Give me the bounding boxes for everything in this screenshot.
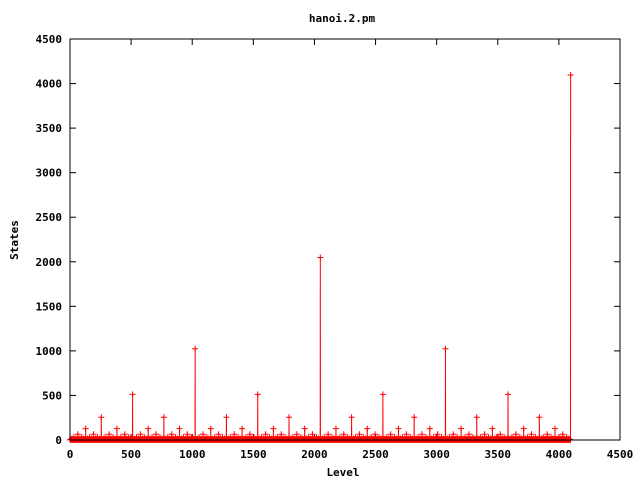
- y-tick-label: 500: [42, 389, 62, 402]
- x-axis-label: Level: [326, 466, 359, 479]
- y-tick-label: 1000: [36, 345, 63, 358]
- x-tick-label: 1000: [179, 448, 206, 461]
- x-tick-label: 500: [121, 448, 141, 461]
- x-tick-label: 2500: [362, 448, 389, 461]
- y-tick-label: 3500: [36, 122, 63, 135]
- x-tick-label: 4000: [546, 448, 573, 461]
- chart-title: hanoi.2.pm: [309, 12, 376, 25]
- x-tick-label: 3500: [485, 448, 512, 461]
- y-tick-label: 4500: [36, 33, 63, 46]
- x-tick-label: 3000: [423, 448, 450, 461]
- x-tick-label: 2000: [301, 448, 328, 461]
- x-tick-label: 0: [67, 448, 74, 461]
- y-tick-label: 2500: [36, 211, 63, 224]
- y-tick-label: 2000: [36, 256, 63, 269]
- y-tick-label: 3000: [36, 167, 63, 180]
- y-tick-label: 4000: [36, 78, 63, 91]
- y-axis-ticks: 0 500 1000 1500 2000 2500 3000 3500 4000 4500: [36, 33, 620, 447]
- x-tick-label: 1500: [240, 448, 267, 461]
- y-tick-label: 0: [55, 434, 62, 447]
- plot-area-frame: [69, 38, 621, 441]
- y-tick-label: 1500: [36, 300, 63, 313]
- y-axis-label: States: [8, 220, 21, 260]
- x-tick-label: 4500: [607, 448, 634, 461]
- x-axis-ticks: 0 500 1000 1500 2000 2500 3000 3500 4000 4500: [67, 39, 634, 461]
